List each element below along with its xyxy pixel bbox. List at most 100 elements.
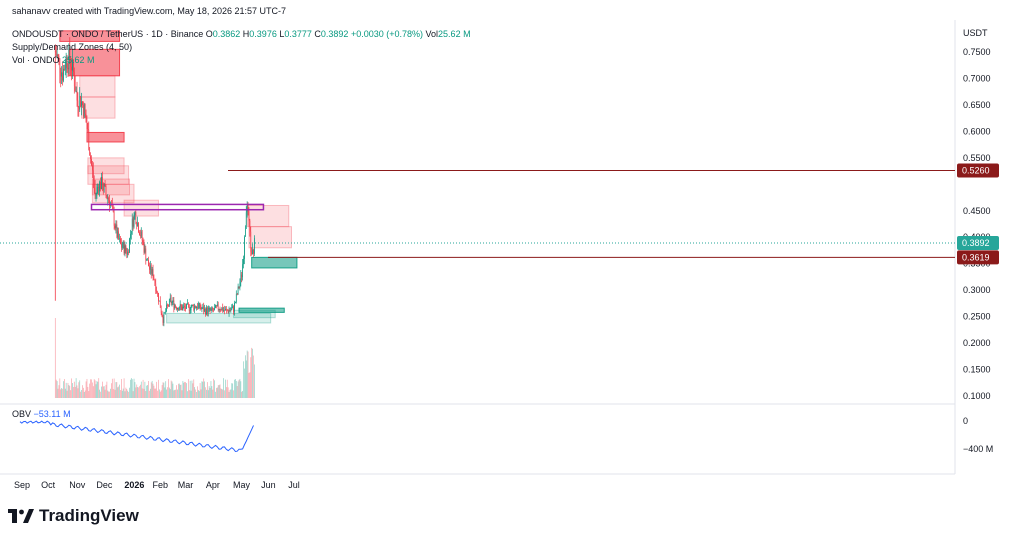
supply-demand-zones xyxy=(59,30,298,324)
volume-bar xyxy=(70,390,72,398)
obv-line xyxy=(19,420,254,453)
candle-body xyxy=(149,265,151,270)
volume-bar xyxy=(97,381,99,398)
supply-zone-5 xyxy=(87,157,125,175)
volume-bar xyxy=(206,382,208,398)
volume-bar xyxy=(192,383,194,398)
volume-bar xyxy=(54,318,56,398)
candle-body xyxy=(237,286,239,295)
candle-body xyxy=(235,294,237,302)
volume-bar xyxy=(228,391,230,398)
candle-body xyxy=(202,306,204,309)
time-tick-9: Jun xyxy=(261,480,276,490)
volume-bar xyxy=(158,379,159,398)
candle-body xyxy=(122,242,124,248)
volume-bar xyxy=(73,381,75,398)
volume-bar xyxy=(80,391,81,398)
candle-body xyxy=(79,96,81,110)
candle-body xyxy=(116,224,118,238)
volume-bar xyxy=(58,385,60,398)
volume-bar xyxy=(139,386,140,398)
candle-body xyxy=(187,303,188,305)
volume-bar xyxy=(185,382,186,398)
volume-bar xyxy=(230,389,232,398)
candle-body xyxy=(242,264,243,278)
candle-body xyxy=(72,59,73,71)
candle-body xyxy=(62,72,63,81)
volume-bar xyxy=(67,382,69,398)
volume-bar xyxy=(98,378,100,398)
time-tick-0: Sep xyxy=(14,480,30,490)
volume-bar xyxy=(111,383,112,398)
volume-bar xyxy=(77,388,79,398)
indicator-volume[interactable]: Vol · ONDO 25.62 M xyxy=(12,55,95,65)
price-tick-9: 0.2500 xyxy=(963,312,991,322)
time-axis[interactable]: Sep Oct Nov Dec 2026 Feb Mar Apr May Jun Jul xyxy=(14,480,300,490)
candle-body xyxy=(132,218,134,227)
volume-bar xyxy=(204,381,205,398)
candle-body xyxy=(187,303,189,305)
volume-bar xyxy=(193,379,195,398)
obv-tick-zero: 0 xyxy=(963,416,968,426)
candle-body xyxy=(238,286,240,288)
volume-bar xyxy=(168,387,170,398)
volume-bar xyxy=(140,384,141,398)
candle-body xyxy=(190,307,192,311)
candle-body xyxy=(167,304,168,306)
candle-body xyxy=(212,307,214,310)
purple-zone-box xyxy=(90,203,265,211)
candle-body xyxy=(210,309,212,311)
candle-body xyxy=(168,298,170,306)
volume-bar xyxy=(244,355,246,398)
volume-bar xyxy=(144,381,146,398)
price-axis[interactable]: 0.75000.70000.65000.60000.55000.45000.40… xyxy=(963,47,991,401)
volume-bar xyxy=(115,382,117,398)
candle-body xyxy=(96,187,98,194)
volume-bar xyxy=(112,389,114,398)
candle-body xyxy=(178,307,179,311)
candle-body xyxy=(97,186,99,188)
volume-bar xyxy=(135,387,137,398)
creator-line: sahanavv created with TradingView.com, M… xyxy=(12,6,286,16)
open-value: 0.3862 xyxy=(212,29,241,39)
volume-bar xyxy=(154,388,156,398)
candle-body xyxy=(114,225,116,229)
indicator-sd-zones[interactable]: Supply/Demand Zones (4, 50) xyxy=(12,42,133,52)
candle-body xyxy=(239,282,241,288)
volume-bar xyxy=(187,391,188,398)
candle-body xyxy=(130,234,131,239)
candle-body xyxy=(143,242,145,253)
volume-bar xyxy=(159,391,161,398)
volume-bar xyxy=(157,390,158,398)
volume-bar xyxy=(134,382,136,398)
volume-bar xyxy=(136,384,138,398)
volume-bar xyxy=(226,379,228,398)
candle-body xyxy=(83,105,84,117)
volume-bar xyxy=(148,380,149,398)
volume-bar xyxy=(118,386,119,398)
candle-body xyxy=(94,187,96,195)
candle-body xyxy=(196,307,197,309)
candle-body xyxy=(65,57,67,70)
time-tick-8: May xyxy=(233,480,251,490)
candle-body xyxy=(89,149,91,156)
candle-body xyxy=(215,305,216,308)
obv-legend[interactable]: OBV −53.11 M xyxy=(12,409,71,419)
volume-bar xyxy=(96,381,98,398)
candle-body xyxy=(146,260,148,262)
candle-body xyxy=(169,297,171,299)
volume-bar xyxy=(224,390,225,398)
candle-body xyxy=(175,305,177,308)
demand-zone-13 xyxy=(238,307,285,313)
last-price-tag-text: 0.3892 xyxy=(962,238,990,248)
volume-bar xyxy=(198,391,200,398)
volume-bar xyxy=(122,388,124,398)
symbol-name[interactable]: ONDOUSDT · ONDO / TetherUS · 1D · Binanc… xyxy=(12,29,204,39)
time-tick-6: Mar xyxy=(178,480,194,490)
currency-label: USDT xyxy=(963,28,988,38)
candle-body xyxy=(197,305,199,309)
last-price-tag-bg xyxy=(957,235,999,250)
candle-body xyxy=(115,224,117,229)
candle-body xyxy=(126,250,128,255)
